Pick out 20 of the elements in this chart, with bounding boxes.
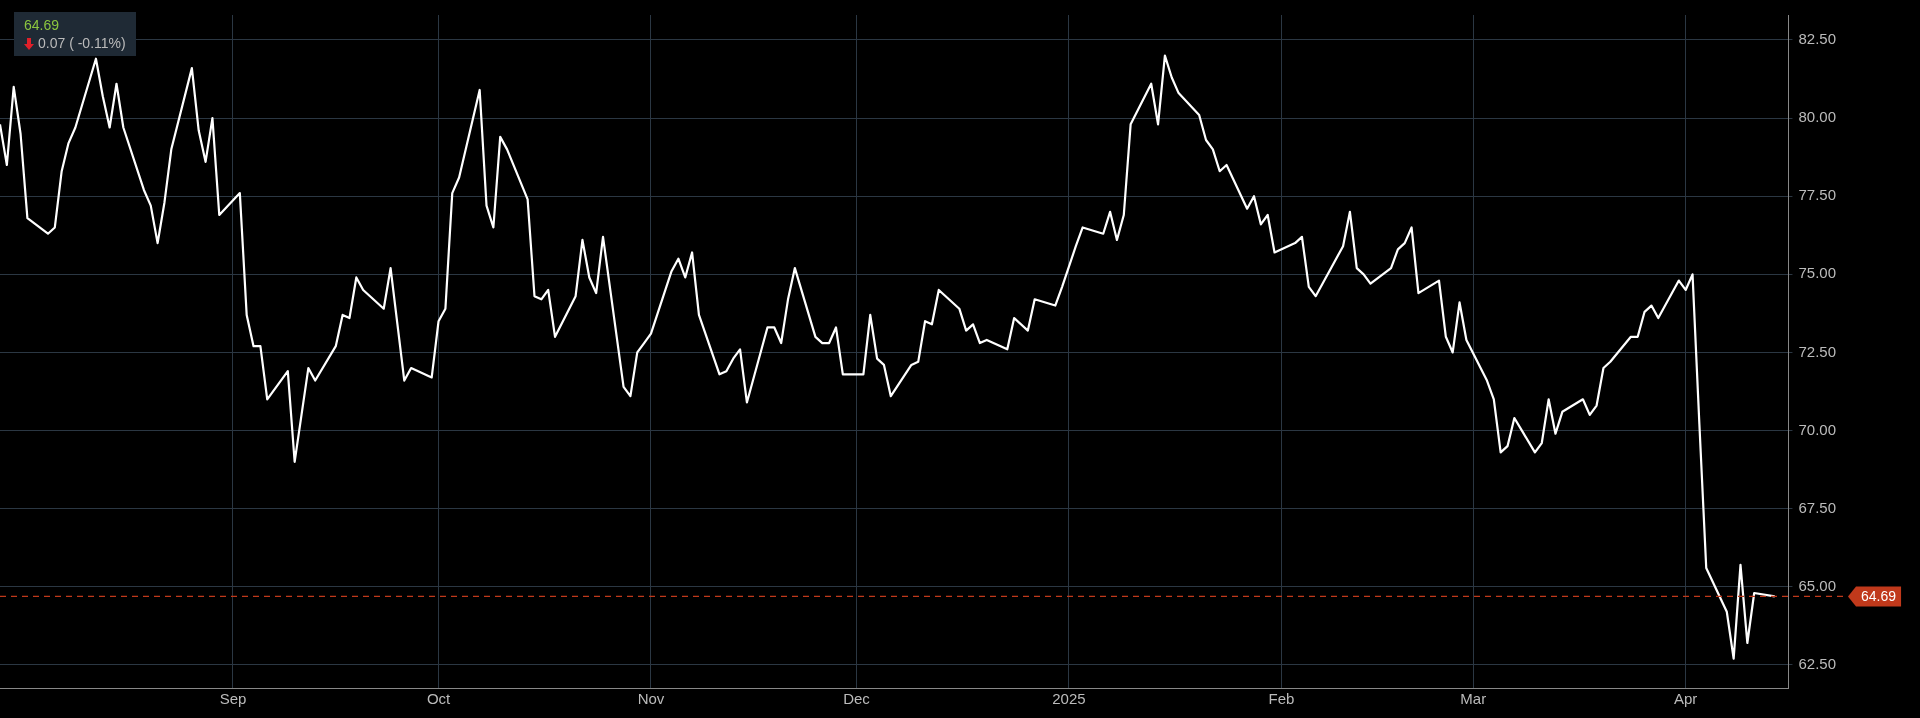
y-tick-label: 62.50 — [1798, 655, 1837, 673]
x-tick-label: Dec — [843, 690, 871, 708]
y-tick-label: 80.00 — [1798, 108, 1837, 126]
x-tick-label: Apr — [1674, 690, 1698, 708]
x-tick-label: Sep — [219, 690, 247, 708]
annotation: 64.69 — [24, 16, 61, 34]
x-tick-label: Oct — [426, 690, 452, 708]
x-tick-label: Mar — [1460, 690, 1487, 708]
y-tick-label: 82.50 — [1798, 30, 1837, 48]
ref-line-label: 64.69 — [1861, 588, 1897, 605]
y-tick-label: 77.50 — [1798, 186, 1837, 204]
x-tick-label: Nov — [637, 690, 665, 708]
y-tick-label: 75.00 — [1798, 264, 1837, 282]
annotation: 0.07 ( -0.11%) — [38, 35, 126, 51]
y-tick-label: 72.50 — [1798, 342, 1837, 360]
y-tick-label: 67.50 — [1798, 498, 1837, 516]
y-tick-label: 70.00 — [1798, 420, 1837, 438]
x-tick-label: 2025 — [1052, 690, 1086, 708]
y-tick-label: 65.00 — [1798, 576, 1837, 594]
x-tick-label: Feb — [1268, 690, 1295, 708]
